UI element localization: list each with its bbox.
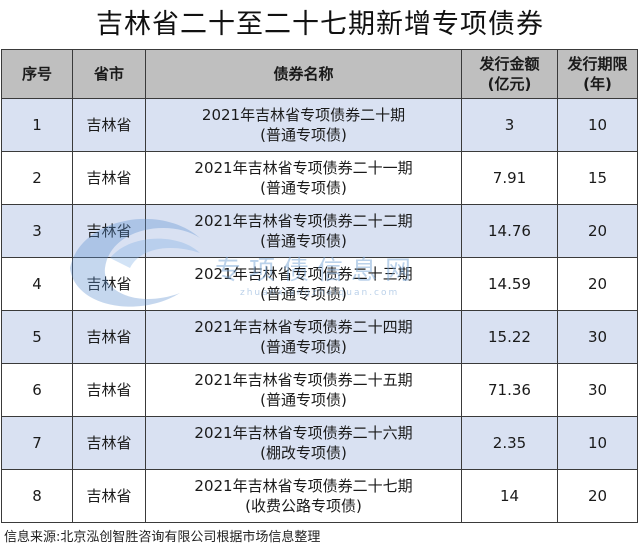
- bond-name-line2: (收费公路专项债): [245, 497, 362, 515]
- header-province: 省市: [72, 49, 146, 99]
- bond-name-line2: (普通专项债): [260, 338, 347, 356]
- cell-province: 吉林省: [72, 151, 146, 205]
- bond-name-line2: (棚改专项债): [260, 444, 347, 462]
- bond-name-line1: 2021年吉林省专项债券二十七期: [194, 477, 413, 495]
- cell-term: 20: [557, 257, 638, 311]
- cell-index: 5: [1, 310, 73, 364]
- header-amount-line2: (亿元): [487, 75, 532, 93]
- cell-province: 吉林省: [72, 363, 146, 417]
- bond-table: 序号 省市 债券名称 发行金额 (亿元) 发行期限 (年) 1 吉林省 2021…: [1, 49, 638, 523]
- table-row: 7 吉林省 2021年吉林省专项债券二十六期 (棚改专项债) 2.35 10: [1, 416, 638, 470]
- cell-amount: 14: [461, 469, 558, 523]
- cell-province: 吉林省: [72, 98, 146, 152]
- table-row: 8 吉林省 2021年吉林省专项债券二十七期 (收费公路专项债) 14 20: [1, 469, 638, 523]
- cell-amount: 2.35: [461, 416, 558, 470]
- cell-term: 30: [557, 310, 638, 364]
- cell-term: 10: [557, 416, 638, 470]
- cell-term: 15: [557, 151, 638, 205]
- header-bond-name: 债券名称: [145, 49, 462, 99]
- cell-index: 1: [1, 98, 73, 152]
- cell-province: 吉林省: [72, 204, 146, 258]
- cell-amount: 15.22: [461, 310, 558, 364]
- cell-province: 吉林省: [72, 469, 146, 523]
- page-title: 吉林省二十至二十七期新增专项债券: [96, 9, 544, 40]
- bond-name-line1: 2021年吉林省专项债券二十期: [201, 106, 406, 124]
- bond-name-line2: (普通专项债): [260, 285, 347, 303]
- cell-amount: 71.36: [461, 363, 558, 417]
- header-amount-line1: 发行金额: [479, 55, 540, 73]
- table-row: 4 吉林省 2021年吉林省专项债券二十三期 (普通专项债) 14.59 20: [1, 257, 638, 311]
- bond-name-line1: 2021年吉林省专项债券二十二期: [194, 212, 413, 230]
- cell-amount: 14.76: [461, 204, 558, 258]
- bond-name-line2: (普通专项债): [260, 126, 347, 144]
- cell-province: 吉林省: [72, 310, 146, 364]
- header-term-line1: 发行期限: [567, 55, 628, 73]
- cell-index: 6: [1, 363, 73, 417]
- header-index: 序号: [1, 49, 73, 99]
- bond-name-line1: 2021年吉林省专项债券二十三期: [194, 265, 413, 283]
- header-amount: 发行金额 (亿元): [461, 49, 558, 99]
- cell-amount: 7.91: [461, 151, 558, 205]
- cell-term: 20: [557, 469, 638, 523]
- bond-name-line1: 2021年吉林省专项债券二十六期: [194, 424, 413, 442]
- cell-bond-name: 2021年吉林省专项债券二十七期 (收费公路专项债): [145, 469, 462, 523]
- table-row: 3 吉林省 2021年吉林省专项债券二十二期 (普通专项债) 14.76 20: [1, 204, 638, 258]
- table-row: 1 吉林省 2021年吉林省专项债券二十期 (普通专项债) 3 10: [1, 98, 638, 152]
- cell-index: 2: [1, 151, 73, 205]
- cell-bond-name: 2021年吉林省专项债券二十五期 (普通专项债): [145, 363, 462, 417]
- table-row: 6 吉林省 2021年吉林省专项债券二十五期 (普通专项债) 71.36 30: [1, 363, 638, 417]
- cell-term: 20: [557, 204, 638, 258]
- table-row: 2 吉林省 2021年吉林省专项债券二十一期 (普通专项债) 7.91 15: [1, 151, 638, 205]
- cell-bond-name: 2021年吉林省专项债券二十六期 (棚改专项债): [145, 416, 462, 470]
- header-term-line2: (年): [583, 75, 612, 93]
- bond-name-line1: 2021年吉林省专项债券二十一期: [194, 159, 413, 177]
- cell-amount: 14.59: [461, 257, 558, 311]
- cell-province: 吉林省: [72, 257, 146, 311]
- cell-index: 4: [1, 257, 73, 311]
- cell-province: 吉林省: [72, 416, 146, 470]
- table-header-row: 序号 省市 债券名称 发行金额 (亿元) 发行期限 (年): [1, 49, 638, 99]
- source-note: 信息来源:北京泓创智胜咨询有限公司根据市场信息整理: [4, 530, 321, 545]
- bond-name-line1: 2021年吉林省专项债券二十四期: [194, 318, 413, 336]
- cell-bond-name: 2021年吉林省专项债券二十二期 (普通专项债): [145, 204, 462, 258]
- table-row: 5 吉林省 2021年吉林省专项债券二十四期 (普通专项债) 15.22 30: [1, 310, 638, 364]
- cell-bond-name: 2021年吉林省专项债券二十一期 (普通专项债): [145, 151, 462, 205]
- cell-term: 10: [557, 98, 638, 152]
- cell-bond-name: 2021年吉林省专项债券二十四期 (普通专项债): [145, 310, 462, 364]
- cell-index: 7: [1, 416, 73, 470]
- bond-name-line2: (普通专项债): [260, 232, 347, 250]
- header-term: 发行期限 (年): [557, 49, 638, 99]
- bond-name-line2: (普通专项债): [260, 179, 347, 197]
- cell-bond-name: 2021年吉林省专项债券二十期 (普通专项债): [145, 98, 462, 152]
- cell-bond-name: 2021年吉林省专项债券二十三期 (普通专项债): [145, 257, 462, 311]
- cell-index: 8: [1, 469, 73, 523]
- cell-index: 3: [1, 204, 73, 258]
- cell-term: 30: [557, 363, 638, 417]
- bond-name-line1: 2021年吉林省专项债券二十五期: [194, 371, 413, 389]
- bond-name-line2: (普通专项债): [260, 391, 347, 409]
- cell-amount: 3: [461, 98, 558, 152]
